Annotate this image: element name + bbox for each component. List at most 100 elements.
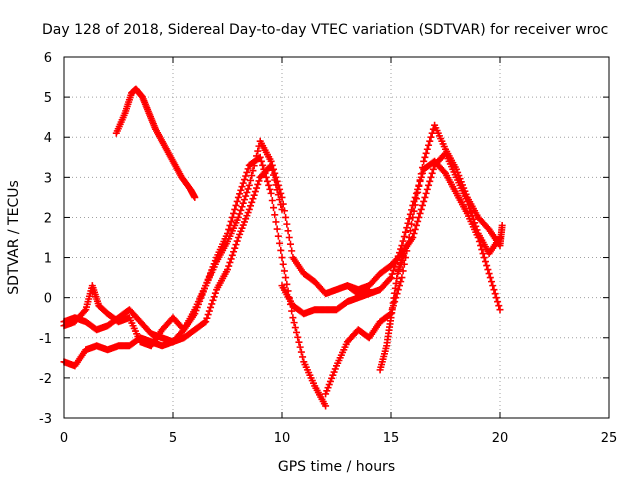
data-point	[467, 208, 475, 216]
data-point	[211, 289, 219, 297]
data-point	[421, 193, 429, 201]
data-point	[205, 307, 213, 315]
data-point	[481, 258, 489, 266]
data-point	[408, 220, 416, 228]
data-point	[486, 274, 494, 282]
data-point	[225, 225, 233, 233]
data-point	[387, 274, 395, 282]
data-point	[491, 290, 499, 298]
data-point	[243, 168, 251, 176]
data-point	[409, 234, 417, 241]
data-point	[266, 185, 274, 193]
data-point	[398, 242, 406, 250]
data-point	[286, 240, 294, 248]
data-point	[406, 227, 414, 235]
data-point	[267, 161, 275, 169]
data-point	[429, 165, 437, 173]
data-point	[273, 225, 281, 233]
data-point	[492, 294, 500, 302]
data-point	[411, 193, 419, 201]
data-point	[224, 266, 231, 274]
data-point	[428, 129, 436, 137]
grid	[64, 57, 609, 418]
data-point	[403, 224, 411, 232]
data-point	[228, 213, 236, 221]
data-point	[496, 306, 504, 314]
data-point	[240, 196, 248, 204]
data-point	[295, 338, 303, 346]
data-point	[466, 205, 474, 213]
data-point	[239, 199, 247, 207]
data-point	[251, 157, 259, 165]
data-point	[415, 213, 423, 221]
data-point	[226, 258, 234, 266]
data-point	[236, 210, 244, 218]
data-point	[239, 179, 247, 187]
data-point	[227, 255, 235, 263]
data-point	[423, 185, 431, 193]
x-tick-label: 5	[169, 431, 177, 446]
x-tick-label: 0	[60, 431, 68, 446]
data-point	[415, 182, 423, 190]
data-point	[409, 213, 417, 221]
chart-title: Day 128 of 2018, Sidereal Day-to-day VTE…	[42, 22, 608, 38]
data-point	[291, 324, 299, 332]
data-point	[272, 218, 280, 226]
data-point	[425, 141, 433, 149]
data-point	[274, 191, 282, 199]
data-point	[253, 152, 261, 160]
series-track-c	[60, 161, 286, 370]
data-point	[237, 186, 245, 194]
data-point	[285, 234, 293, 241]
data-point	[465, 201, 473, 209]
data-point	[411, 201, 419, 209]
data-point	[244, 165, 252, 173]
y-tick-label: -3	[39, 412, 52, 427]
data-point	[207, 303, 215, 311]
data-point	[273, 186, 281, 194]
y-tick-label: 0	[44, 292, 52, 307]
data-point	[262, 173, 270, 181]
data-point	[200, 319, 208, 327]
data-point	[279, 260, 287, 268]
data-point	[243, 188, 251, 196]
data-point	[268, 197, 276, 205]
x-tick-label: 15	[383, 431, 400, 446]
data-point	[244, 185, 252, 193]
data-point	[282, 274, 290, 282]
data-point	[428, 169, 436, 177]
data-point	[249, 195, 257, 203]
series-track-h	[376, 250, 408, 374]
data-point	[322, 402, 330, 410]
data-point	[410, 229, 418, 237]
data-point	[297, 348, 305, 356]
data-point	[404, 219, 412, 227]
data-point	[418, 201, 426, 209]
data-point	[400, 233, 408, 241]
data-point	[410, 207, 418, 215]
data-point	[414, 188, 422, 196]
data-point	[386, 275, 394, 283]
plot-frame	[63, 56, 610, 419]
data-point	[208, 300, 216, 308]
data-point	[490, 286, 498, 294]
data-point	[427, 133, 435, 141]
y-tick-label: -1	[39, 332, 52, 347]
data-point	[299, 353, 307, 361]
data-point	[191, 193, 199, 201]
data-point	[254, 147, 262, 155]
data-point	[414, 217, 422, 225]
data-point	[232, 201, 240, 209]
data-point	[398, 274, 406, 282]
data-point	[233, 237, 241, 245]
data-point	[256, 153, 264, 161]
y-axis-title: SDTVAR / TECUs	[6, 180, 22, 295]
data-point	[225, 262, 233, 270]
data-point	[203, 314, 211, 322]
x-tick-label: 20	[492, 431, 509, 446]
data-point	[423, 145, 431, 153]
data-point	[399, 237, 407, 245]
data-point	[265, 181, 273, 189]
data-point	[204, 311, 212, 319]
data-point	[417, 205, 425, 213]
